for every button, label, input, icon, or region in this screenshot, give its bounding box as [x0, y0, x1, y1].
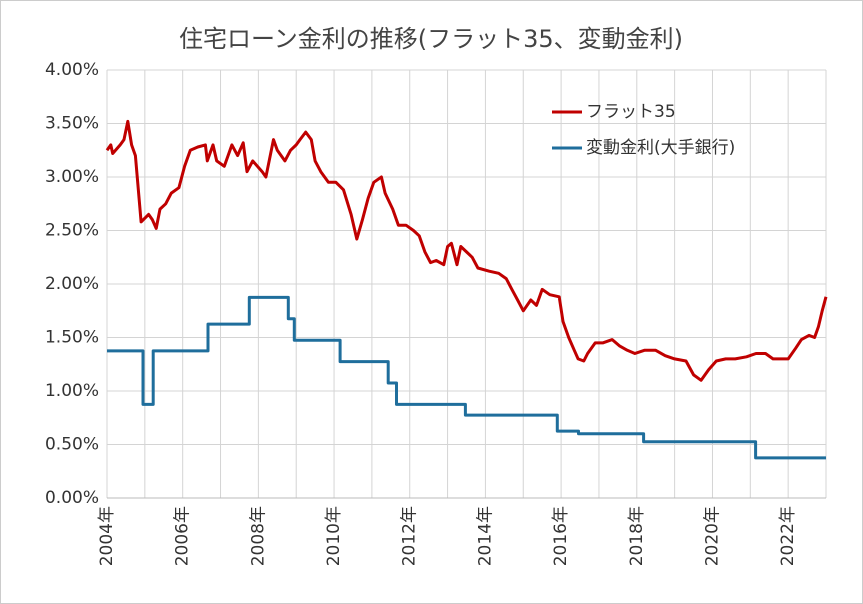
x-tick-label: 2018年: [627, 506, 647, 566]
y-tick-label: 3.50%: [45, 114, 99, 134]
y-tick-label: 2.50%: [45, 221, 99, 241]
x-tick-label: 2010年: [324, 506, 344, 566]
y-tick-label: 1.50%: [45, 328, 99, 348]
x-tick-label: 2012年: [400, 506, 420, 566]
legend-label: フラット35: [586, 102, 676, 122]
series-line: [105, 119, 828, 382]
x-tick-label: 2020年: [702, 506, 722, 566]
series-line: [107, 295, 826, 460]
y-tick-label: 1.00%: [45, 381, 99, 401]
x-tick-label: 2004年: [97, 506, 117, 566]
y-tick-label: 0.50%: [45, 435, 99, 455]
y-tick-label: 3.00%: [45, 167, 99, 187]
y-tick-label: 0.00%: [45, 488, 99, 508]
legend-label: 変動金利(大手銀行): [586, 138, 735, 158]
x-tick-label: 2022年: [778, 506, 798, 566]
x-tick-label: 2014年: [475, 506, 495, 566]
chart-title: 住宅ローン金利の推移(フラット35、変動金利): [179, 25, 683, 53]
x-tick-label: 2016年: [551, 506, 571, 566]
y-tick-label: 2.00%: [45, 274, 99, 294]
x-tick-label: 2006年: [173, 506, 193, 566]
y-tick-label: 4.00%: [45, 60, 99, 80]
x-tick-label: 2008年: [248, 506, 268, 566]
